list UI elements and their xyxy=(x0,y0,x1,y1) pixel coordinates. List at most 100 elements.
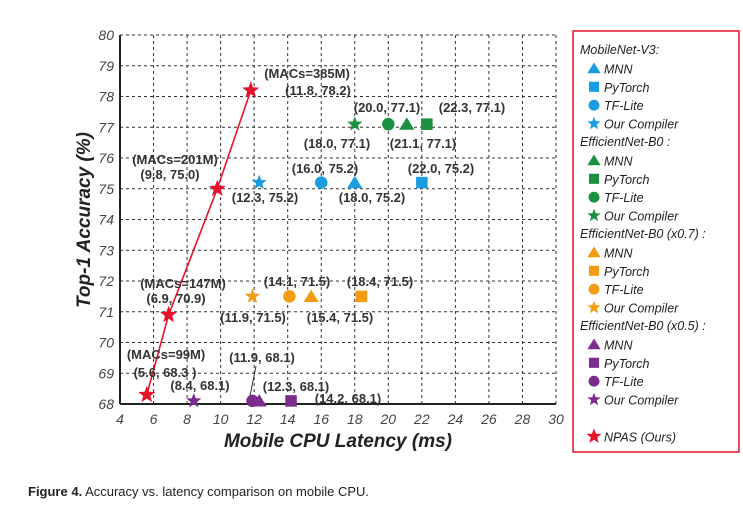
npas-line xyxy=(146,90,252,395)
point-triangle xyxy=(347,175,363,189)
legend-item: Our Compiler xyxy=(604,302,679,316)
data-label: (18.0, 75.2) xyxy=(339,190,406,205)
data-label: (14.2, 68.1) xyxy=(315,391,382,406)
legend-item: PyTorch xyxy=(604,357,649,371)
y-tick-label: 77 xyxy=(98,119,115,135)
data-label: (MACs=147M) xyxy=(140,276,226,291)
legend-triangle-icon xyxy=(587,62,601,74)
point-circle xyxy=(246,394,259,408)
y-tick-label: 75 xyxy=(98,181,114,197)
legend-circle-icon xyxy=(588,191,600,203)
y-tick-label: 69 xyxy=(98,365,114,381)
data-label: (12.3, 68.1) xyxy=(263,379,330,394)
legend-star-icon xyxy=(587,116,601,130)
x-tick-label: 4 xyxy=(116,411,124,427)
annotation-leader-line xyxy=(249,365,257,397)
legend-item: TF-Lite xyxy=(604,283,644,297)
legend-box xyxy=(572,30,740,453)
point-square xyxy=(355,290,368,303)
y-tick-label: 74 xyxy=(98,212,114,228)
legend-triangle-icon xyxy=(587,246,601,258)
legend-item: Our Compiler xyxy=(604,394,679,408)
legend-item: MNN xyxy=(604,338,633,352)
x-tick-label: 10 xyxy=(213,411,229,427)
point-square xyxy=(416,176,428,189)
legend-star-icon xyxy=(587,208,601,222)
point-star xyxy=(186,392,202,408)
data-label: (14.1, 71.5) xyxy=(264,274,331,289)
point-star xyxy=(251,174,267,190)
legend-group-title: MobileNet-V3: xyxy=(580,43,659,57)
scatter-chart: 4 6 8 10 12 14 16 18 20 22 24 26 28 30686970717273747… xyxy=(74,27,740,453)
caption-text: Accuracy vs. latency comparison on mobil… xyxy=(82,484,370,499)
y-axis-title: Top-1 Accuracy (%) xyxy=(74,132,95,308)
point-triangle xyxy=(399,117,415,130)
data-label: (22.0, 75.2) xyxy=(408,161,475,176)
data-label: (6.9, 70.9) xyxy=(146,291,205,306)
x-tick-label: 16 xyxy=(313,411,329,427)
legend-item: TF-Lite xyxy=(604,99,644,113)
legend-item: NPAS (Ours) xyxy=(604,430,676,444)
y-tick-label: 80 xyxy=(98,27,114,43)
npas-point xyxy=(160,305,178,323)
data-label: (11.9, 68.1) xyxy=(229,350,295,365)
data-label: (MACs=385M) xyxy=(264,66,350,81)
data-label: (MACs=201M) xyxy=(132,152,218,167)
y-tick-label: 70 xyxy=(98,335,114,351)
legend-item: TF-Lite xyxy=(604,191,644,205)
legend-item: Our Compiler xyxy=(604,118,679,132)
y-tick-label: 72 xyxy=(98,273,114,289)
legend-star-icon xyxy=(586,428,602,443)
legend-star-icon xyxy=(587,300,601,314)
legend-group-title: EfficientNet-B0 (x0.5) : xyxy=(580,319,706,333)
y-tick-label: 73 xyxy=(98,242,114,258)
y-tick-label: 68 xyxy=(98,396,114,412)
point-triangle xyxy=(303,289,319,302)
npas-point xyxy=(242,81,260,98)
point-square xyxy=(285,395,297,407)
data-label: (11.9, 71.5) xyxy=(220,310,286,325)
legend-item: MNN xyxy=(604,62,633,76)
legend-square-icon xyxy=(588,357,600,368)
data-label: (11.8, 78.2) xyxy=(285,83,351,98)
x-axis-title: Mobile CPU Latency (ms) xyxy=(224,431,452,452)
x-tick-label: 18 xyxy=(347,411,363,427)
point-star xyxy=(244,288,261,303)
caption-label: Figure 4. xyxy=(28,484,83,499)
npas-point xyxy=(138,385,156,403)
data-label: (5.6, 68.3 ) xyxy=(134,365,197,380)
x-tick-label: 30 xyxy=(548,411,564,427)
y-tick-label: 78 xyxy=(98,89,114,105)
legend-circle-icon xyxy=(588,99,600,111)
x-tick-label: 6 xyxy=(150,411,158,427)
legend-square-icon xyxy=(588,173,600,184)
data-label: (8.4, 68.1) xyxy=(170,378,229,393)
legend-triangle-icon xyxy=(587,154,601,166)
data-label: (16.0, 75.2) xyxy=(292,161,359,176)
point-circle xyxy=(283,290,296,303)
npas-point xyxy=(208,179,226,196)
point-circle xyxy=(314,176,328,189)
legend-circle-icon xyxy=(588,375,600,387)
data-label: (MACs=99M) xyxy=(127,347,205,362)
x-tick-label: 28 xyxy=(514,411,531,427)
figure-caption: Figure 4. Accuracy vs. latency compariso… xyxy=(28,484,369,499)
data-label: (22.3, 77.1) xyxy=(439,100,506,115)
x-tick-label: 20 xyxy=(380,411,397,427)
x-tick-label: 22 xyxy=(413,411,430,427)
legend-item: TF-Lite xyxy=(604,375,644,389)
legend-group-title: EfficientNet-B0 (x0.7) : xyxy=(580,227,706,241)
legend-item: PyTorch xyxy=(604,81,649,95)
legend-triangle-icon xyxy=(587,338,601,350)
data-label: (12.3, 75.2) xyxy=(232,190,299,205)
y-tick-label: 79 xyxy=(98,58,114,74)
x-tick-label: 12 xyxy=(246,411,262,427)
legend-square-icon xyxy=(588,265,600,276)
y-tick-label: 76 xyxy=(98,150,114,166)
data-label: (9.8, 75.0) xyxy=(140,167,199,182)
point-circle xyxy=(382,117,395,131)
x-tick-label: 14 xyxy=(280,411,296,427)
legend-item: PyTorch xyxy=(604,265,649,279)
point-star xyxy=(347,116,363,131)
